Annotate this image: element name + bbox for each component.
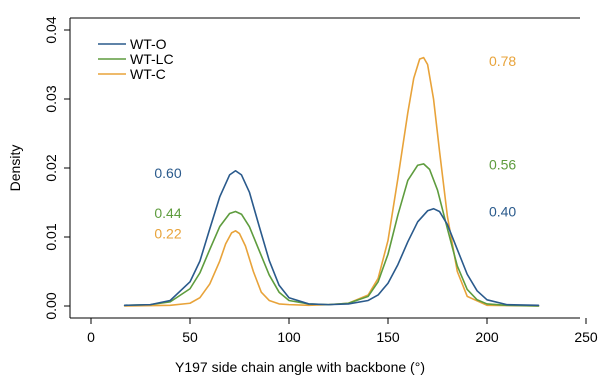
y-tick-label: 0.03 <box>43 85 59 112</box>
legend-label-wt-lc: WT-LC <box>130 51 174 67</box>
x-tick-label: 50 <box>182 329 198 345</box>
annotation-label: 0.40 <box>489 203 516 219</box>
annotation-label: 0.44 <box>154 205 181 221</box>
annotation-label: 0.60 <box>154 165 181 181</box>
x-tick-label: 250 <box>574 329 598 345</box>
series-line-wt-c <box>123 56 540 307</box>
x-axis: 0 50 100 150 200 250 <box>87 318 598 345</box>
x-tick-label: 200 <box>475 329 499 345</box>
y-tick-label: 0.00 <box>43 292 59 319</box>
y-tick-label: 0.01 <box>43 223 59 250</box>
x-axis-label: Y197 side chain angle with backbone (°) <box>175 359 425 375</box>
annotation-label: 0.56 <box>489 157 516 173</box>
legend-label-wt-c: WT-C <box>130 66 166 82</box>
y-tick-label: 0.02 <box>43 154 59 181</box>
series-layer <box>123 56 540 307</box>
y-axis-label: Density <box>7 145 23 192</box>
annotations: 0.60 0.44 0.22 0.78 0.56 0.40 <box>154 53 516 242</box>
x-tick-label: 0 <box>87 329 95 345</box>
legend-label-wt-o: WT-O <box>130 36 167 52</box>
annotation-label: 0.22 <box>154 226 181 242</box>
annotation-label: 0.78 <box>489 53 516 69</box>
y-tick-label: 0.04 <box>43 16 59 43</box>
series-line-wt-o <box>123 169 540 307</box>
x-tick-label: 150 <box>376 329 400 345</box>
x-tick-label: 100 <box>277 329 301 345</box>
y-axis: 0.00 0.01 0.02 0.03 0.04 <box>43 16 70 320</box>
